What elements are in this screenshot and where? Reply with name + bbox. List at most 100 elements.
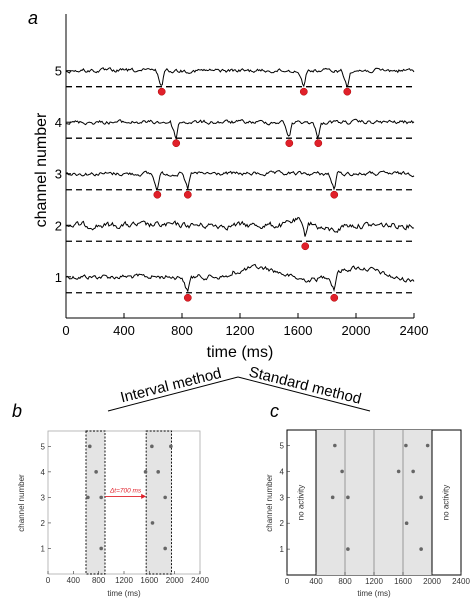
panel-b-point bbox=[99, 495, 103, 500]
panel-c-x-tick-label: 2400 bbox=[452, 577, 470, 586]
panel-b-chart: 0 400 800 1200 1600 2000 2400 1 2 3 4 5 Δt=700 ms ti… bbox=[17, 430, 209, 598]
panel-b-point bbox=[150, 444, 154, 449]
panel-c-point bbox=[346, 547, 350, 551]
panel-c-x-tick-label: 2000 bbox=[423, 577, 441, 586]
panel-b-x-tick-label: 400 bbox=[67, 576, 81, 585]
channel-1-event-marker bbox=[183, 293, 192, 302]
panel-b-y-tick-label: 3 bbox=[41, 493, 46, 502]
channel-3-event-marker bbox=[153, 190, 162, 199]
panel-b-point bbox=[143, 470, 148, 474]
panel-letter-b: b bbox=[12, 401, 22, 421]
no-activity-left: no activity bbox=[297, 485, 306, 521]
channel-3-event-marker bbox=[330, 190, 339, 199]
panel-c-point bbox=[340, 469, 344, 474]
panel-b-y-tick-label: 4 bbox=[41, 468, 46, 477]
standard-method-label: Standard method bbox=[247, 363, 363, 407]
channel-1-event-marker bbox=[330, 293, 339, 302]
panel-c-x-tick-label: 0 bbox=[285, 577, 290, 586]
standard-method-line bbox=[237, 376, 371, 412]
panel-a-chart: 0 400 800 1200 1600 2000 2400 1 2 3 4 5 time (ms) c… bbox=[33, 14, 428, 361]
panel-a-x-label: time (ms) bbox=[207, 344, 274, 361]
panel-a-y-tick-label: 4 bbox=[55, 115, 62, 130]
panel-b-point bbox=[150, 521, 155, 525]
panel-b-y-tick-label: 1 bbox=[41, 544, 46, 553]
panel-c-point bbox=[411, 469, 415, 474]
panel-a-y-label: channel number bbox=[33, 112, 50, 227]
panel-c-point bbox=[333, 443, 337, 448]
panel-b-frame bbox=[47, 430, 201, 575]
panel-b-point bbox=[86, 495, 90, 500]
interval-method-line bbox=[107, 376, 239, 412]
channel-5-event-marker bbox=[299, 87, 308, 96]
panel-c-y-tick-label: 2 bbox=[280, 519, 285, 528]
panel-c-y-tick-label: 1 bbox=[280, 545, 285, 554]
panel-letter-c: c bbox=[270, 401, 279, 421]
panel-b-x-tick-label: 800 bbox=[92, 576, 106, 585]
panel-b-point bbox=[88, 444, 92, 449]
panel-c-point bbox=[404, 521, 409, 526]
panel-a-y-tick-label: 5 bbox=[55, 64, 62, 79]
panel-c-point bbox=[346, 495, 350, 500]
panel-a-x-tick-label: 2400 bbox=[400, 323, 429, 338]
panel-a-x-tick-label: 800 bbox=[171, 323, 193, 338]
channel-5-event-marker bbox=[157, 87, 166, 96]
channel-2-trace bbox=[65, 216, 415, 237]
panel-c-point bbox=[330, 495, 335, 500]
panel-c-point bbox=[419, 547, 423, 551]
panel-c-point bbox=[396, 469, 401, 474]
panel-c-point bbox=[404, 443, 408, 448]
channel-3-event-marker bbox=[183, 190, 192, 199]
channel-1-trace bbox=[65, 263, 415, 293]
panel-b-x-tick-label: 0 bbox=[46, 576, 51, 585]
panel-c-x-tick-label: 800 bbox=[338, 577, 352, 586]
panel-b-y-tick-label: 5 bbox=[41, 442, 46, 451]
panel-b-point bbox=[169, 444, 173, 449]
method-split: Interval method Standard method bbox=[107, 363, 371, 412]
panel-b-x-label: time (ms) bbox=[107, 589, 141, 598]
panel-b-x-tick-label: 1600 bbox=[140, 576, 158, 585]
interval-annotation: Δt=700 ms bbox=[109, 487, 142, 494]
panel-c-x-tick-label: 1600 bbox=[394, 577, 412, 586]
panel-c-x-tick-label: 1200 bbox=[365, 577, 383, 586]
channel-4-event-marker bbox=[285, 139, 294, 148]
panel-b-point bbox=[94, 470, 98, 474]
panel-a-x-tick-label: 0 bbox=[62, 323, 69, 338]
interval-window-1 bbox=[85, 430, 106, 575]
channel-4-event-marker bbox=[314, 139, 323, 148]
channel-5-trace bbox=[65, 67, 415, 88]
panel-c-chart: 0 400 800 1200 1600 2000 2400 1 2 3 4 5 no activity n… bbox=[265, 429, 470, 598]
panel-b-y-tick-label: 2 bbox=[41, 519, 46, 528]
panel-c-y-tick-label: 3 bbox=[280, 493, 285, 502]
panel-a-y-tick-label: 3 bbox=[55, 167, 62, 182]
panel-a-y-tick-label: 1 bbox=[55, 270, 62, 285]
panel-b-x-tick-label: 1200 bbox=[115, 576, 133, 585]
panel-c-point bbox=[425, 443, 430, 448]
panel-b-point bbox=[156, 470, 160, 474]
panel-b-y-label: channel number bbox=[17, 474, 26, 532]
panel-b-point bbox=[163, 546, 167, 551]
panel-c-y-tick-label: 4 bbox=[280, 467, 285, 476]
panel-b-point bbox=[99, 546, 103, 551]
channel-2-event-marker bbox=[301, 242, 310, 251]
panel-a-x-tick-label: 1600 bbox=[284, 323, 313, 338]
interval-window-2 bbox=[145, 430, 172, 575]
panel-b-x-tick-label: 2000 bbox=[166, 576, 184, 585]
channel-5-event-marker bbox=[343, 87, 352, 96]
panel-a-y-tick-label: 2 bbox=[55, 218, 62, 233]
panel-c-y-label: channel number bbox=[265, 474, 274, 532]
panel-letter-a: a bbox=[28, 8, 38, 28]
channel-4-trace bbox=[65, 118, 415, 141]
channel-4-event-marker bbox=[172, 139, 181, 148]
panel-a-x-tick-label: 1200 bbox=[226, 323, 255, 338]
interval-arrow-head bbox=[141, 493, 147, 499]
panel-c-point bbox=[419, 495, 423, 500]
panel-b-x-tick-label: 2400 bbox=[191, 576, 209, 585]
panel-b-point bbox=[163, 495, 167, 500]
panel-c-y-tick-label: 5 bbox=[280, 442, 285, 451]
panel-a-x-tick-label: 400 bbox=[113, 323, 135, 338]
no-activity-right: no activity bbox=[442, 485, 451, 521]
panel-a-x-tick-label: 2000 bbox=[342, 323, 371, 338]
interval-method-label: Interval method bbox=[119, 365, 223, 407]
panel-c-x-label: time (ms) bbox=[357, 589, 391, 598]
